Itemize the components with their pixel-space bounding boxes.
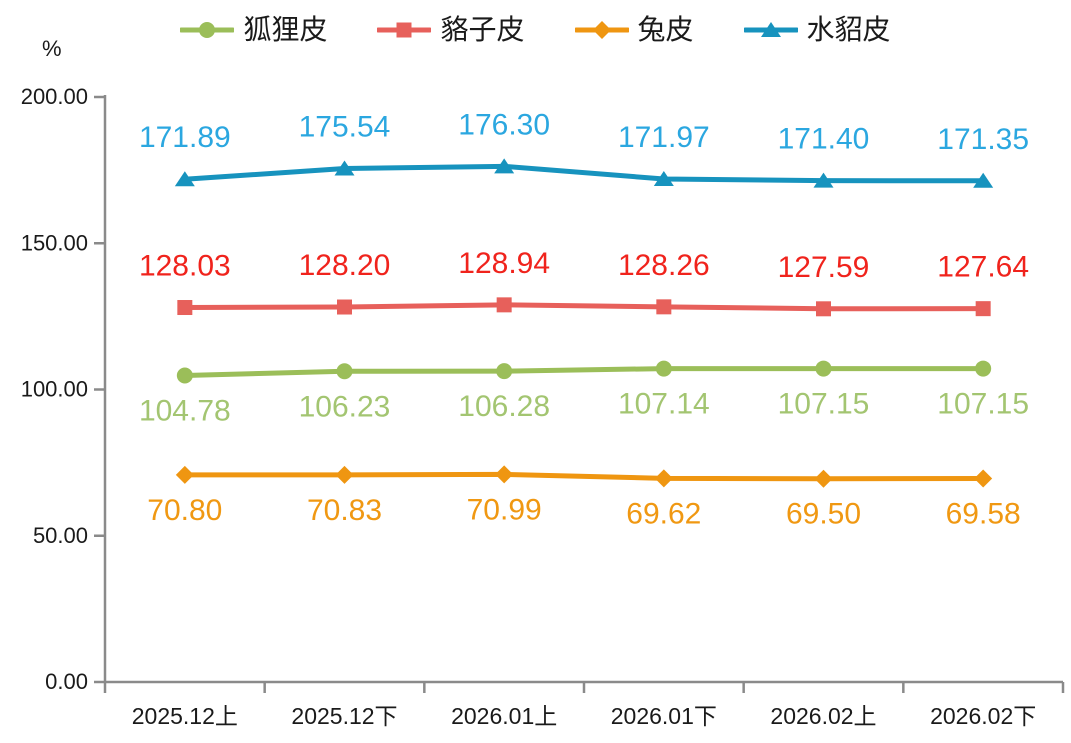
value-label: 70.80 [147, 494, 222, 527]
legend-item-fox-fur[interactable]: 狐狸皮 [178, 14, 328, 45]
value-label: 171.89 [139, 121, 231, 154]
legend-item-raccoon-dog-fur[interactable]: 貉子皮 [375, 14, 525, 45]
x-category-label: 2026.02上 [770, 703, 876, 729]
y-axis-ticks: 0.00 50.00 100.00 150.00 200.00 [21, 84, 105, 694]
x-category-label: 2026.02下 [930, 703, 1036, 729]
value-label: 69.62 [626, 497, 701, 530]
value-label: 107.15 [937, 388, 1029, 421]
value-label: 107.14 [618, 388, 710, 421]
y-tick-label: 150.00 [21, 230, 88, 255]
x-category-label: 2026.01上 [451, 703, 557, 729]
line-circle-marker-icon [178, 15, 236, 45]
value-label: 171.40 [778, 123, 870, 156]
series-兔皮: 70.80 70.83 70.99 69.62 69.50 69.58 [147, 465, 1021, 531]
x-category-label: 2025.12上 [132, 703, 238, 729]
legend-label: 水貂皮 [806, 14, 891, 45]
value-label: 128.03 [139, 250, 231, 283]
value-label: 127.59 [778, 251, 870, 284]
legend-label: 兔皮 [637, 14, 694, 45]
value-label: 69.58 [946, 497, 1021, 530]
value-label: 171.97 [618, 121, 710, 154]
series-水貂皮: 171.89 175.54 176.30 171.97 171.40 171.35 [139, 108, 1029, 188]
value-label: 69.50 [786, 498, 861, 531]
value-label: 171.35 [937, 123, 1029, 156]
x-category-label: 2026.01下 [611, 703, 717, 729]
series-狐狸皮: 104.78 106.23 106.28 107.14 107.15 107.15 [139, 360, 1029, 428]
value-label: 107.15 [778, 388, 870, 421]
y-tick-label: 50.00 [33, 523, 88, 548]
line-diamond-marker-icon [573, 15, 630, 45]
value-label: 106.23 [299, 390, 391, 423]
value-label: 128.20 [299, 249, 391, 282]
y-tick-label: 100.00 [21, 377, 88, 402]
line-square-marker-icon [375, 15, 433, 45]
value-label: 106.28 [458, 390, 550, 423]
value-label: 176.30 [458, 108, 550, 141]
legend-item-rabbit-fur[interactable]: 兔皮 [573, 14, 694, 45]
y-tick-label: 200.00 [21, 84, 88, 109]
value-label: 70.83 [307, 494, 382, 527]
value-label: 104.78 [139, 395, 231, 428]
value-label: 70.99 [467, 493, 542, 526]
value-label: 128.94 [458, 247, 550, 280]
value-label: 127.64 [937, 251, 1029, 284]
series-貉子皮: 128.03 128.20 128.94 128.26 127.59 127.64 [139, 247, 1029, 317]
y-axis-unit-label: % [42, 36, 62, 61]
legend-label: 狐狸皮 [243, 14, 328, 45]
x-category-label: 2025.12下 [291, 703, 397, 729]
legend: 狐狸皮 貉子皮 兔皮 水貂皮 [0, 12, 1071, 48]
value-label: 175.54 [299, 111, 391, 144]
value-label: 128.26 [618, 249, 710, 282]
y-tick-label: 0.00 [45, 669, 88, 694]
x-axis-ticks: 2025.12上 2025.12下 2026.01上 2026.01下 2026.02上… [103, 682, 1065, 729]
line-triangle-marker-icon [742, 15, 800, 45]
legend-label: 貉子皮 [440, 14, 525, 45]
legend-item-mink-fur[interactable]: 水貂皮 [742, 14, 891, 45]
